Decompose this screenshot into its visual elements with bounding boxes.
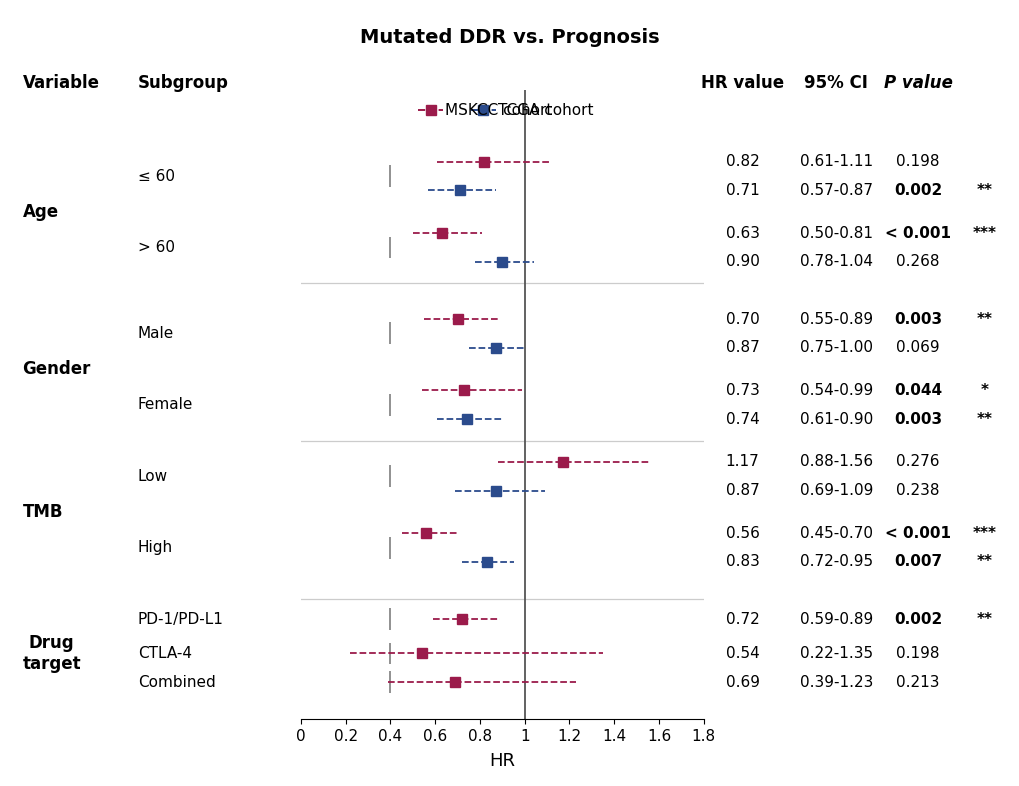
Text: 95% CI: 95% CI <box>804 74 867 91</box>
Text: **: ** <box>975 612 991 626</box>
Text: 0.069: 0.069 <box>896 340 938 355</box>
Text: 0.002: 0.002 <box>893 183 942 198</box>
Text: 0.69: 0.69 <box>725 674 759 689</box>
Text: Subgroup: Subgroup <box>138 74 228 91</box>
Text: 0.39-1.23: 0.39-1.23 <box>799 674 872 689</box>
Text: ≤ 60: ≤ 60 <box>138 169 174 184</box>
Text: 0.002: 0.002 <box>893 612 942 626</box>
Text: 0.007: 0.007 <box>893 554 942 570</box>
Text: **: ** <box>975 183 991 198</box>
Text: Low: Low <box>138 468 168 483</box>
Text: 0.71: 0.71 <box>725 183 759 198</box>
Text: HR value: HR value <box>700 74 784 91</box>
Text: **: ** <box>975 311 991 326</box>
Text: 0.55-0.89: 0.55-0.89 <box>799 311 872 326</box>
Text: *: * <box>979 383 987 398</box>
Text: 0.63: 0.63 <box>725 226 759 241</box>
Text: 0.22-1.35: 0.22-1.35 <box>799 646 872 661</box>
Text: 0.238: 0.238 <box>896 483 938 498</box>
Text: TMB: TMB <box>22 503 63 521</box>
Text: 1.17: 1.17 <box>725 454 759 469</box>
Text: P value: P value <box>882 74 952 91</box>
Text: Age: Age <box>22 203 58 221</box>
Text: Gender: Gender <box>22 360 91 378</box>
Text: Variable: Variable <box>22 74 99 91</box>
Text: 0.82: 0.82 <box>725 154 759 169</box>
Text: 0.88-1.56: 0.88-1.56 <box>799 454 872 469</box>
Text: 0.75-1.00: 0.75-1.00 <box>799 340 872 355</box>
Text: ***: *** <box>971 226 996 241</box>
Text: **: ** <box>975 412 991 427</box>
Text: 0.72: 0.72 <box>725 612 759 626</box>
Text: 0.61-0.90: 0.61-0.90 <box>799 412 872 427</box>
Text: > 60: > 60 <box>138 240 174 255</box>
Text: Combined: Combined <box>138 674 215 689</box>
Text: 0.54-0.99: 0.54-0.99 <box>799 383 872 398</box>
Text: 0.003: 0.003 <box>893 412 942 427</box>
Text: 0.83: 0.83 <box>725 554 759 570</box>
Text: 0.90: 0.90 <box>725 255 759 270</box>
Text: 0.73: 0.73 <box>725 383 759 398</box>
Text: ***: *** <box>971 526 996 541</box>
Text: 0.78-1.04: 0.78-1.04 <box>799 255 872 270</box>
Text: 0.50-0.81: 0.50-0.81 <box>799 226 872 241</box>
Text: PD-1/PD-L1: PD-1/PD-L1 <box>138 612 223 626</box>
Text: Female: Female <box>138 397 193 413</box>
Text: 0.198: 0.198 <box>896 646 938 661</box>
Text: 0.213: 0.213 <box>896 674 938 689</box>
Text: 0.198: 0.198 <box>896 154 938 169</box>
Text: MSKCC cohort: MSKCC cohort <box>445 103 552 118</box>
Text: < 0.001: < 0.001 <box>884 226 950 241</box>
Text: 0.003: 0.003 <box>893 311 942 326</box>
Text: 0.268: 0.268 <box>896 255 938 270</box>
Text: 0.59-0.89: 0.59-0.89 <box>799 612 872 626</box>
Text: 0.87: 0.87 <box>725 340 759 355</box>
Text: CTLA-4: CTLA-4 <box>138 646 192 661</box>
Text: Male: Male <box>138 326 174 341</box>
Text: < 0.001: < 0.001 <box>884 526 950 541</box>
Text: 0.69-1.09: 0.69-1.09 <box>799 483 872 498</box>
Text: 0.54: 0.54 <box>725 646 759 661</box>
Text: TCGA cohort: TCGA cohort <box>497 103 593 118</box>
Text: 0.61-1.11: 0.61-1.11 <box>799 154 872 169</box>
Text: Drug
target: Drug target <box>22 634 81 673</box>
X-axis label: HR: HR <box>489 752 515 770</box>
Text: 0.044: 0.044 <box>893 383 942 398</box>
Text: 0.70: 0.70 <box>725 311 759 326</box>
Text: 0.87: 0.87 <box>725 483 759 498</box>
Text: 0.276: 0.276 <box>896 454 938 469</box>
Text: 0.74: 0.74 <box>725 412 759 427</box>
Text: 0.56: 0.56 <box>725 526 759 541</box>
Text: 0.45-0.70: 0.45-0.70 <box>799 526 872 541</box>
Text: Mutated DDR vs. Prognosis: Mutated DDR vs. Prognosis <box>360 28 659 46</box>
Text: **: ** <box>975 554 991 570</box>
Text: 0.72-0.95: 0.72-0.95 <box>799 554 872 570</box>
Text: High: High <box>138 540 172 555</box>
Text: 0.57-0.87: 0.57-0.87 <box>799 183 872 198</box>
